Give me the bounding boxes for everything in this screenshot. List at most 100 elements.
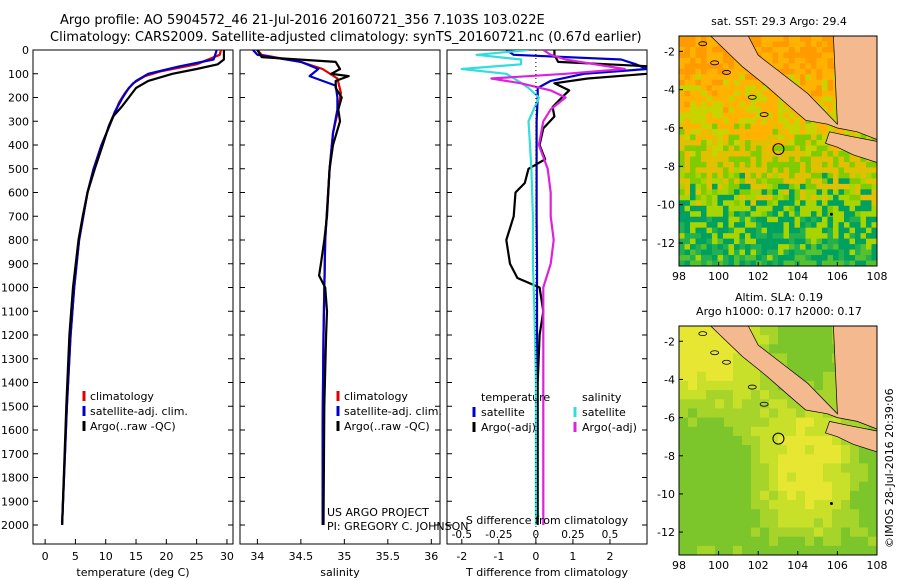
map_sst-cell bbox=[778, 41, 784, 48]
map_sst-cell bbox=[827, 183, 834, 190]
map_sst-cell bbox=[684, 205, 691, 212]
map_sst-cell bbox=[706, 249, 713, 256]
map_sla-cell bbox=[823, 536, 833, 547]
map_sst-cell bbox=[728, 118, 735, 125]
map_sst-cell bbox=[767, 129, 773, 136]
map_sla-cell bbox=[778, 399, 788, 409]
map_sst-cell bbox=[690, 238, 696, 245]
map_sst-cell bbox=[778, 123, 784, 130]
map_sst-cell bbox=[783, 227, 790, 234]
map_sla-cell bbox=[679, 481, 689, 492]
difference-frame bbox=[446, 49, 648, 545]
salinity-legend-label: satellite-adj. clim. bbox=[344, 405, 442, 418]
map_sla-cell bbox=[796, 509, 806, 519]
map_sst-cell bbox=[772, 145, 779, 152]
map_sst-cell bbox=[778, 227, 784, 234]
map_sst-island bbox=[710, 60, 720, 66]
map_sst-cell bbox=[750, 222, 757, 229]
map_sst-cell bbox=[855, 216, 861, 223]
map_sla-cell bbox=[688, 454, 698, 464]
map_sst-cell bbox=[822, 227, 828, 234]
map_sst-cell bbox=[712, 85, 718, 92]
map_sst-cell bbox=[811, 46, 817, 53]
map_sst-cell bbox=[871, 244, 877, 251]
map_sst-cell bbox=[833, 238, 839, 245]
map_sst-cell bbox=[695, 41, 702, 48]
map_sst-cell bbox=[728, 167, 735, 174]
map_sst-cell bbox=[734, 161, 740, 168]
map_sst-cell bbox=[734, 238, 740, 245]
map_sst-cell bbox=[849, 161, 856, 168]
map_sst-cell bbox=[750, 178, 757, 185]
map_sst-cell bbox=[712, 178, 718, 185]
map_sla-cell bbox=[679, 399, 689, 409]
map_sla-cell bbox=[814, 335, 824, 345]
map_sst-cell bbox=[695, 112, 702, 119]
map_sla-cell bbox=[769, 326, 779, 336]
map_sst-cell bbox=[723, 68, 729, 75]
map_sla-island bbox=[747, 384, 757, 390]
map_sst-cell bbox=[745, 118, 751, 125]
map_sla-cell bbox=[715, 545, 725, 555]
map_sst-cell bbox=[679, 244, 685, 251]
map_sst-cell bbox=[767, 172, 773, 179]
map_sla-cell bbox=[724, 408, 734, 419]
map_sst-cell bbox=[695, 36, 702, 42]
map_sst-cell bbox=[728, 189, 735, 196]
map_sst-cell bbox=[783, 249, 790, 256]
map_sst-cell bbox=[833, 249, 839, 256]
map_sst-cell bbox=[695, 151, 702, 157]
map_sst-cell bbox=[690, 233, 696, 240]
map_sst-cell bbox=[783, 145, 790, 152]
map_sst-cell bbox=[789, 189, 795, 196]
map_sst-cell bbox=[789, 112, 795, 119]
map_sst-cell bbox=[717, 79, 724, 86]
map_sla-cell bbox=[715, 390, 725, 400]
map_sst-cell bbox=[789, 145, 795, 152]
map_sst-cell bbox=[794, 36, 801, 42]
map_sst-cell bbox=[690, 145, 696, 152]
map_sla-cell bbox=[805, 454, 815, 464]
map_sla-cell bbox=[697, 472, 707, 483]
map_sst-cell bbox=[794, 167, 801, 174]
map_sst-cell bbox=[822, 123, 828, 130]
map_sst-cell bbox=[756, 244, 762, 251]
map_sla-cell bbox=[688, 481, 698, 492]
map_sst-cell bbox=[783, 52, 790, 59]
map_sst-cell bbox=[822, 222, 828, 229]
map_sla-cell bbox=[787, 445, 797, 455]
map_sst-cell bbox=[789, 222, 795, 229]
map_sst-cell bbox=[679, 255, 685, 262]
map_sst-cell bbox=[750, 90, 757, 97]
map_sst-cell bbox=[783, 68, 790, 75]
map_sla-cell bbox=[796, 326, 806, 336]
map_sst-cell bbox=[745, 156, 751, 163]
map_sst-ytick-label: -2 bbox=[664, 45, 675, 58]
map_sst-cell bbox=[849, 227, 856, 234]
temperature-legend-label: climatology bbox=[90, 390, 154, 403]
map_sst-cell bbox=[778, 161, 784, 168]
map_sst-cell bbox=[783, 57, 790, 64]
map_sst-cell bbox=[684, 167, 691, 174]
salinity-diff-tick-label: -0.5 bbox=[452, 529, 473, 541]
map_sla-cell bbox=[778, 344, 788, 354]
map_sst-cell bbox=[756, 194, 762, 201]
map_sla-cell bbox=[796, 335, 806, 345]
map_sst-cell bbox=[723, 255, 729, 262]
map_sst-cell bbox=[866, 134, 872, 141]
salinity-diff-tick-label: -0.25 bbox=[485, 529, 512, 541]
map_sst-cell bbox=[706, 68, 713, 75]
map_sst-cell bbox=[761, 227, 768, 234]
map_sst-cell bbox=[750, 189, 757, 196]
map_sla-cell bbox=[679, 426, 689, 437]
map_sst-cell bbox=[706, 36, 713, 42]
difference-legend-label: Argo(-adj) bbox=[481, 421, 536, 434]
map_sla-cell bbox=[868, 518, 877, 529]
map_sst-cell bbox=[767, 238, 773, 245]
map_sla-cell bbox=[796, 426, 806, 437]
map_sst-cell bbox=[684, 57, 691, 64]
map_sla-cell bbox=[814, 445, 824, 455]
map_sst-cell bbox=[706, 216, 713, 223]
map_sst-cell bbox=[690, 123, 696, 130]
